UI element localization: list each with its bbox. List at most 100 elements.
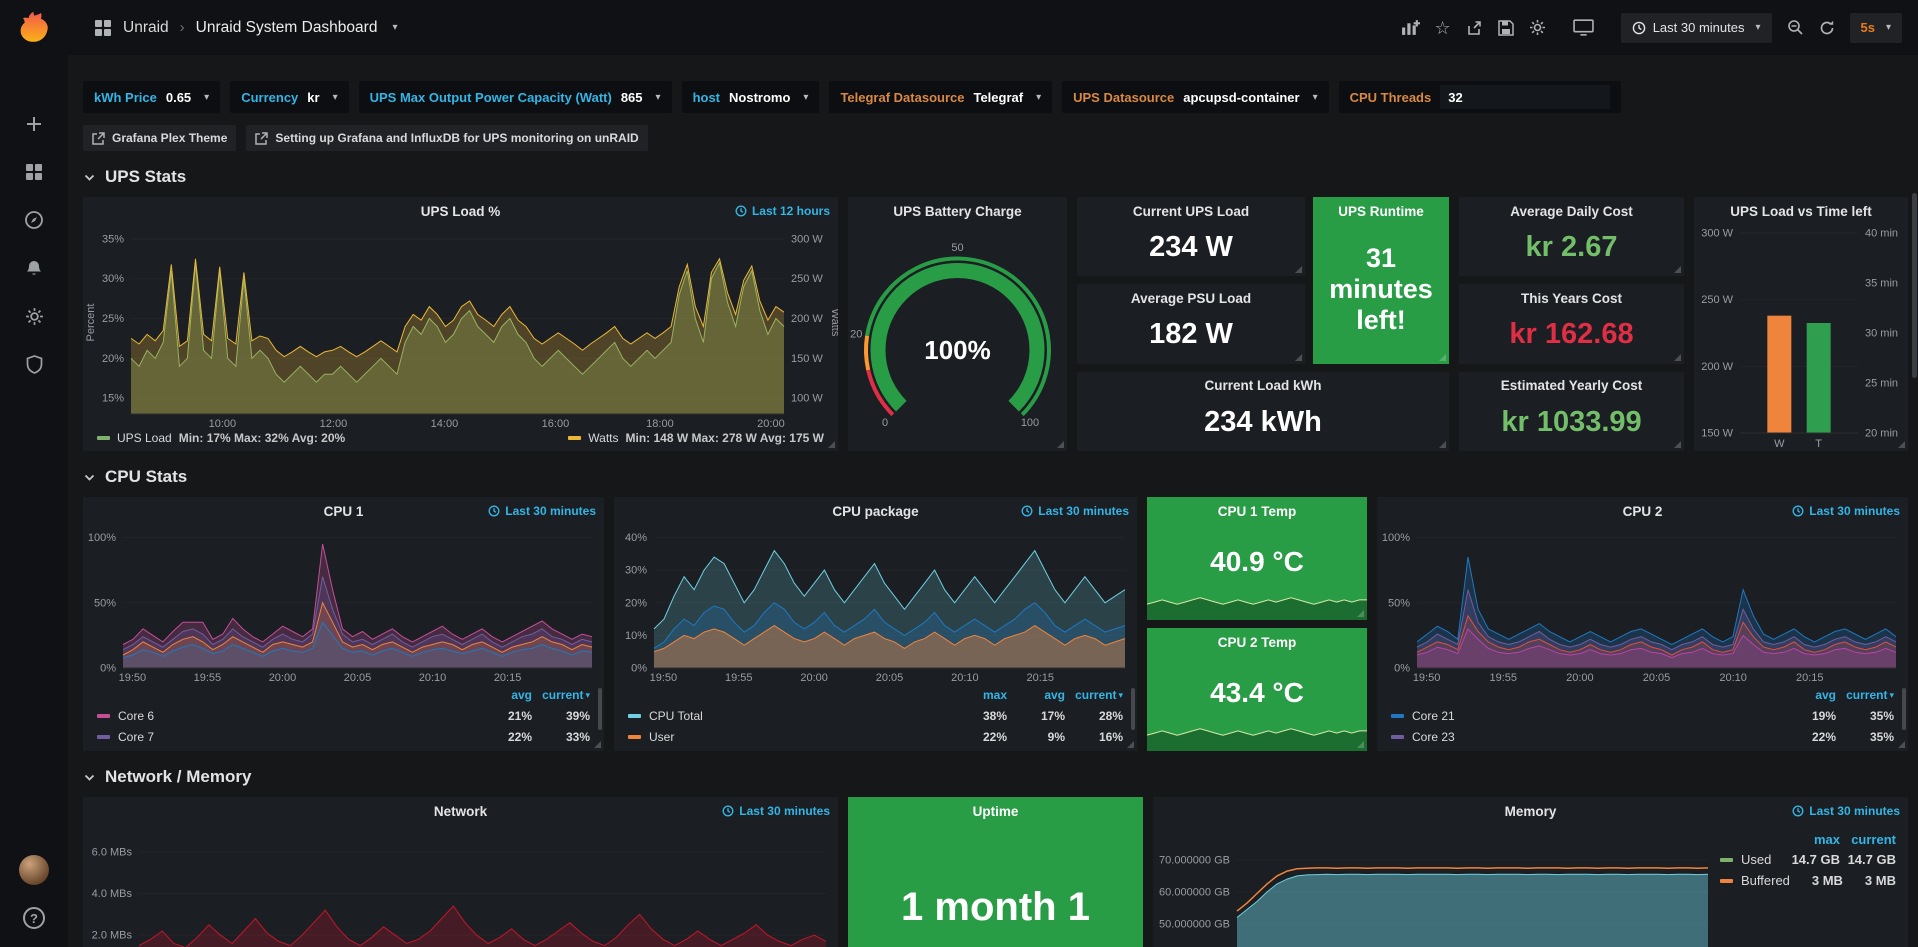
panel-title[interactable]: CPU 2 Temp [1217, 634, 1297, 650]
time-range-link[interactable]: Last 30 minutes [722, 797, 830, 825]
panel-title[interactable]: Average PSU Load [1130, 290, 1252, 306]
panel-title[interactable]: Current UPS Load [1132, 203, 1250, 219]
section-title: CPU Stats [105, 467, 188, 486]
panel-title[interactable]: Average Daily Cost [1510, 203, 1633, 219]
svg-text:19:55: 19:55 [725, 672, 753, 684]
time-range-link[interactable]: Last 30 minutes [1021, 497, 1129, 525]
legend-sort-avg[interactable]: avg [1815, 688, 1836, 702]
sidebar-item-explore[interactable] [23, 209, 45, 231]
legend-sort-current[interactable]: current ▾ [1075, 688, 1123, 702]
variable-label: Telegraf Datasource [840, 89, 965, 105]
add-panel-button[interactable] [1401, 19, 1420, 36]
battery-gauge-chart[interactable]: 0 20 50 100 100% [848, 225, 1067, 451]
legend-row[interactable]: User 22% 9% 16% [628, 726, 1123, 747]
legend-row[interactable]: Buffered 3 MB 3 MB [1720, 870, 1896, 891]
dashboard-link-plex-theme[interactable]: Grafana Plex Theme [83, 125, 237, 151]
legend-sort-max[interactable]: max [1813, 831, 1840, 847]
help-icon[interactable]: ? [23, 907, 45, 929]
time-range-link[interactable]: Last 30 minutes [488, 497, 596, 525]
legend-scrollbar[interactable] [598, 688, 602, 730]
legend-item-ups-load[interactable]: UPS Load Min: 17% Max: 32% Avg: 20% [97, 431, 345, 445]
panel-title[interactable]: CPU 1 [323, 503, 364, 519]
dashboard-title[interactable]: Unraid System Dashboard [195, 18, 378, 36]
legend-sort-avg[interactable]: avg [1044, 688, 1065, 702]
refresh-button[interactable] [1819, 20, 1835, 36]
variable-telegraf-datasource[interactable]: Telegraf Datasource Telegraf ▾ [829, 81, 1053, 113]
section-ups-stats[interactable]: UPS Stats [83, 167, 1908, 187]
dashboard-settings-button[interactable] [1529, 19, 1546, 36]
panel-title[interactable]: UPS Battery Charge [893, 203, 1022, 219]
cycle-view-mode-button[interactable] [1572, 19, 1594, 36]
time-range-link[interactable]: Last 12 hours [735, 197, 830, 225]
time-range-link[interactable]: Last 30 minutes [1792, 497, 1900, 525]
section-network-memory[interactable]: Network / Memory [83, 767, 1908, 787]
panel-title[interactable]: CPU package [832, 503, 919, 519]
refresh-interval-picker[interactable]: 5s ▾ [1849, 12, 1902, 43]
section-cpu-stats[interactable]: CPU Stats [83, 467, 1908, 487]
legend-sort-current[interactable]: current ▾ [1846, 688, 1894, 702]
sidebar-item-create[interactable] [23, 113, 45, 135]
time-range-link[interactable]: Last 30 minutes [1792, 797, 1900, 825]
caret-down-icon[interactable]: ▾ [392, 22, 398, 33]
cpu1-chart[interactable]: 0% 50% 100% 19:50 19:55 20:00 20:05 20:10 20:15 [83, 525, 604, 685]
panel-title[interactable]: Memory [1504, 803, 1557, 819]
save-button[interactable] [1497, 19, 1514, 36]
variable-ups-max-output[interactable]: UPS Max Output Power Capacity (Watt) 865… [358, 81, 672, 113]
cpu2-chart[interactable]: 0% 50% 100% 19:50 19:55 20:00 20:05 20:10 20:15 [1377, 525, 1908, 685]
grafana-logo-icon[interactable] [16, 10, 53, 47]
panel-title[interactable]: Network [433, 803, 488, 819]
legend-row[interactable]: CPU Total 38% 17% 28% [628, 705, 1123, 726]
variable-kwh-price[interactable]: kWh Price 0.65 ▾ [83, 81, 221, 113]
variable-host[interactable]: host Nostromo ▾ [681, 81, 820, 113]
dashboard-link-ups-guide[interactable]: Setting up Grafana and InfluxDB for UPS … [246, 125, 648, 151]
ups-bar-chart[interactable]: 150 W 200 W 250 W 300 W 20 min 25 min 30 min 35… [1694, 225, 1908, 451]
panel-title[interactable]: CPU 1 Temp [1217, 503, 1297, 519]
panel-title[interactable]: UPS Load % [420, 203, 501, 219]
legend-sort-avg[interactable]: avg [511, 688, 532, 702]
legend-sort-current[interactable]: current [1851, 831, 1896, 847]
svg-text:30 min: 30 min [1865, 328, 1898, 340]
dashboard-scrollbar[interactable] [1912, 193, 1917, 378]
panel-title[interactable]: Current Load kWh [1204, 378, 1322, 394]
cpu-threads-input[interactable] [1440, 85, 1611, 109]
panel-title[interactable]: Uptime [972, 803, 1019, 819]
time-range-picker[interactable]: Last 30 minutes ▾ [1620, 12, 1772, 43]
sidebar-item-configuration[interactable] [23, 305, 45, 327]
sidebar-item-alerting[interactable] [23, 257, 45, 279]
legend-row[interactable]: Core 7 22% 33% [97, 726, 590, 747]
panel-title[interactable]: CPU 2 [1622, 503, 1663, 519]
panel-title[interactable]: UPS Runtime [1338, 203, 1424, 219]
panel-title[interactable]: UPS Load vs Time left [1730, 203, 1872, 219]
cpu2-temp-spark-svg [1147, 728, 1367, 751]
variable-currency[interactable]: Currency kr ▾ [230, 81, 349, 113]
sidebar-item-server-admin[interactable] [23, 353, 45, 375]
legend-row[interactable]: Used 14.7 GB 14.7 GB [1720, 849, 1896, 870]
caret-down-icon: ▾ [1885, 22, 1891, 33]
legend-sort-current[interactable]: current ▾ [542, 688, 590, 702]
breadcrumb-folder[interactable]: Unraid [123, 18, 169, 36]
panel-header: Current Load kWh [1077, 372, 1449, 400]
variable-ups-datasource[interactable]: UPS Datasource apcupsd-container ▾ [1062, 81, 1329, 113]
star-button[interactable]: ☆ [1434, 17, 1451, 38]
svg-text:100: 100 [1021, 417, 1039, 429]
legend-sort-max[interactable]: max [982, 688, 1007, 702]
zoom-out-button[interactable] [1787, 19, 1804, 36]
legend-item-watts[interactable]: Watts Min: 148 W Max: 278 W Avg: 175 W [568, 431, 824, 445]
legend-row[interactable]: Core 23 22% 35% [1391, 726, 1894, 747]
legend-scrollbar[interactable] [1902, 688, 1906, 730]
cpu-package-chart[interactable]: 0% 10% 20% 30% 40% 19:50 19:55 20:00 20:05 20:10 2… [614, 525, 1137, 685]
svg-text:200 W: 200 W [1701, 361, 1733, 373]
sidebar-item-dashboards[interactable] [23, 161, 45, 183]
legend-row[interactable]: Core 6 21% 39% [97, 705, 590, 726]
legend-scrollbar[interactable] [1131, 688, 1135, 730]
panel-title[interactable]: Estimated Yearly Cost [1500, 378, 1643, 394]
legend-row[interactable]: Core 21 19% 35% [1391, 705, 1894, 726]
external-link-icon [255, 131, 269, 145]
share-button[interactable] [1466, 20, 1483, 36]
user-avatar[interactable] [19, 855, 49, 885]
panel-title[interactable]: This Years Cost [1520, 290, 1623, 306]
ups-load-chart[interactable]: 15% 20% 25% 30% 35% 100 W 150 W 200 W 250 W 300 W… [83, 225, 838, 431]
variable-cpu-threads[interactable]: CPU Threads [1338, 81, 1622, 113]
